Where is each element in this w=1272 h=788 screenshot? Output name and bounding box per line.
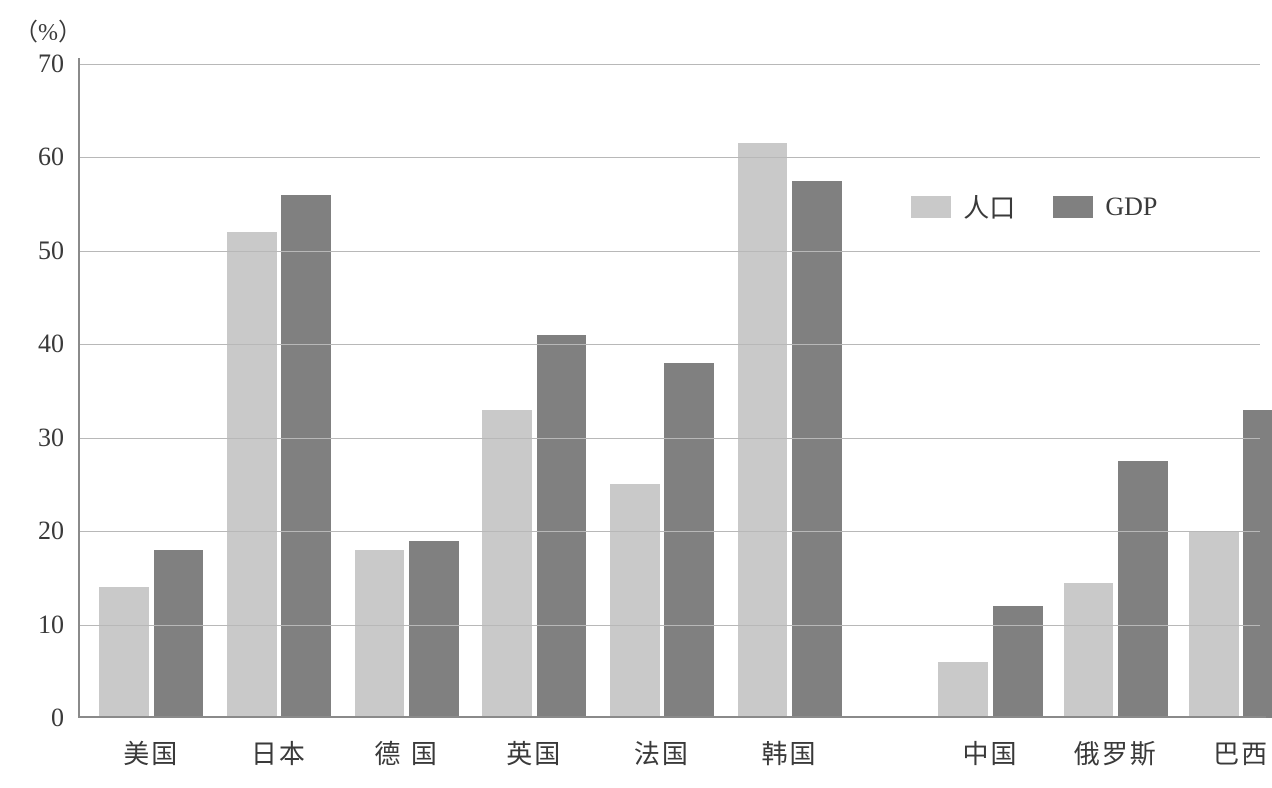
bar <box>281 195 331 718</box>
gridline <box>78 531 1260 532</box>
bar <box>99 587 149 718</box>
legend-swatch <box>911 196 951 218</box>
legend-swatch <box>1053 196 1093 218</box>
x-tick-label: 英国 <box>506 718 562 771</box>
gridline <box>78 625 1260 626</box>
gridline <box>78 344 1260 345</box>
bar <box>482 410 532 718</box>
x-tick-label: 巴西 <box>1213 718 1269 771</box>
y-tick-label: 60 <box>14 142 78 172</box>
bars-layer <box>78 64 1260 718</box>
bar <box>154 550 204 718</box>
legend-item: GDP <box>1053 192 1157 222</box>
bar <box>355 550 405 718</box>
bar <box>938 662 988 718</box>
x-tick-label: 俄罗斯 <box>1074 718 1158 771</box>
x-tick-label: 美国 <box>123 718 179 771</box>
x-tick-label: 法国 <box>634 718 690 771</box>
bar <box>993 606 1043 718</box>
legend: 人口 GDP <box>911 188 1157 225</box>
bar <box>409 541 459 719</box>
y-tick-label: 20 <box>14 516 78 546</box>
bar <box>664 363 714 718</box>
plot-area: 人口GDP 010203040506070美国日本德 国英国法国韩国中国俄罗斯巴… <box>78 64 1260 718</box>
legend-item: 人口 <box>911 188 1015 225</box>
x-tick-label: 韩国 <box>762 718 818 771</box>
legend-label: 人口 <box>963 188 1015 225</box>
bar <box>792 181 842 718</box>
chart-container: （%） 人口 GDP 0 10 20 30 40 50 60 70 美国 日本 德 国 英国 法国 韩国 中国… <box>0 0 1272 788</box>
y-tick-label: 70 <box>14 49 78 79</box>
x-tick-label: 日本 <box>251 718 307 771</box>
y-axis <box>78 58 80 718</box>
y-tick-label: 10 <box>14 610 78 640</box>
y-tick-label: 30 <box>14 423 78 453</box>
gridline <box>78 64 1260 65</box>
bar <box>1118 461 1168 718</box>
y-tick-label: 40 <box>14 329 78 359</box>
x-tick-label: 中国 <box>962 718 1018 771</box>
bar <box>1243 410 1272 718</box>
bar <box>537 335 587 718</box>
gridline <box>78 438 1260 439</box>
legend-label: GDP <box>1105 192 1157 222</box>
y-tick-label: 0 <box>14 703 78 733</box>
gridline <box>78 157 1260 158</box>
bar <box>227 232 277 718</box>
y-tick-label: 50 <box>14 236 78 266</box>
y-axis-unit-label: （%） <box>14 12 82 47</box>
gridline <box>78 251 1260 252</box>
bar <box>1064 583 1114 718</box>
x-tick-label: 德 国 <box>374 718 439 771</box>
bar <box>610 484 660 718</box>
bar <box>738 143 788 718</box>
